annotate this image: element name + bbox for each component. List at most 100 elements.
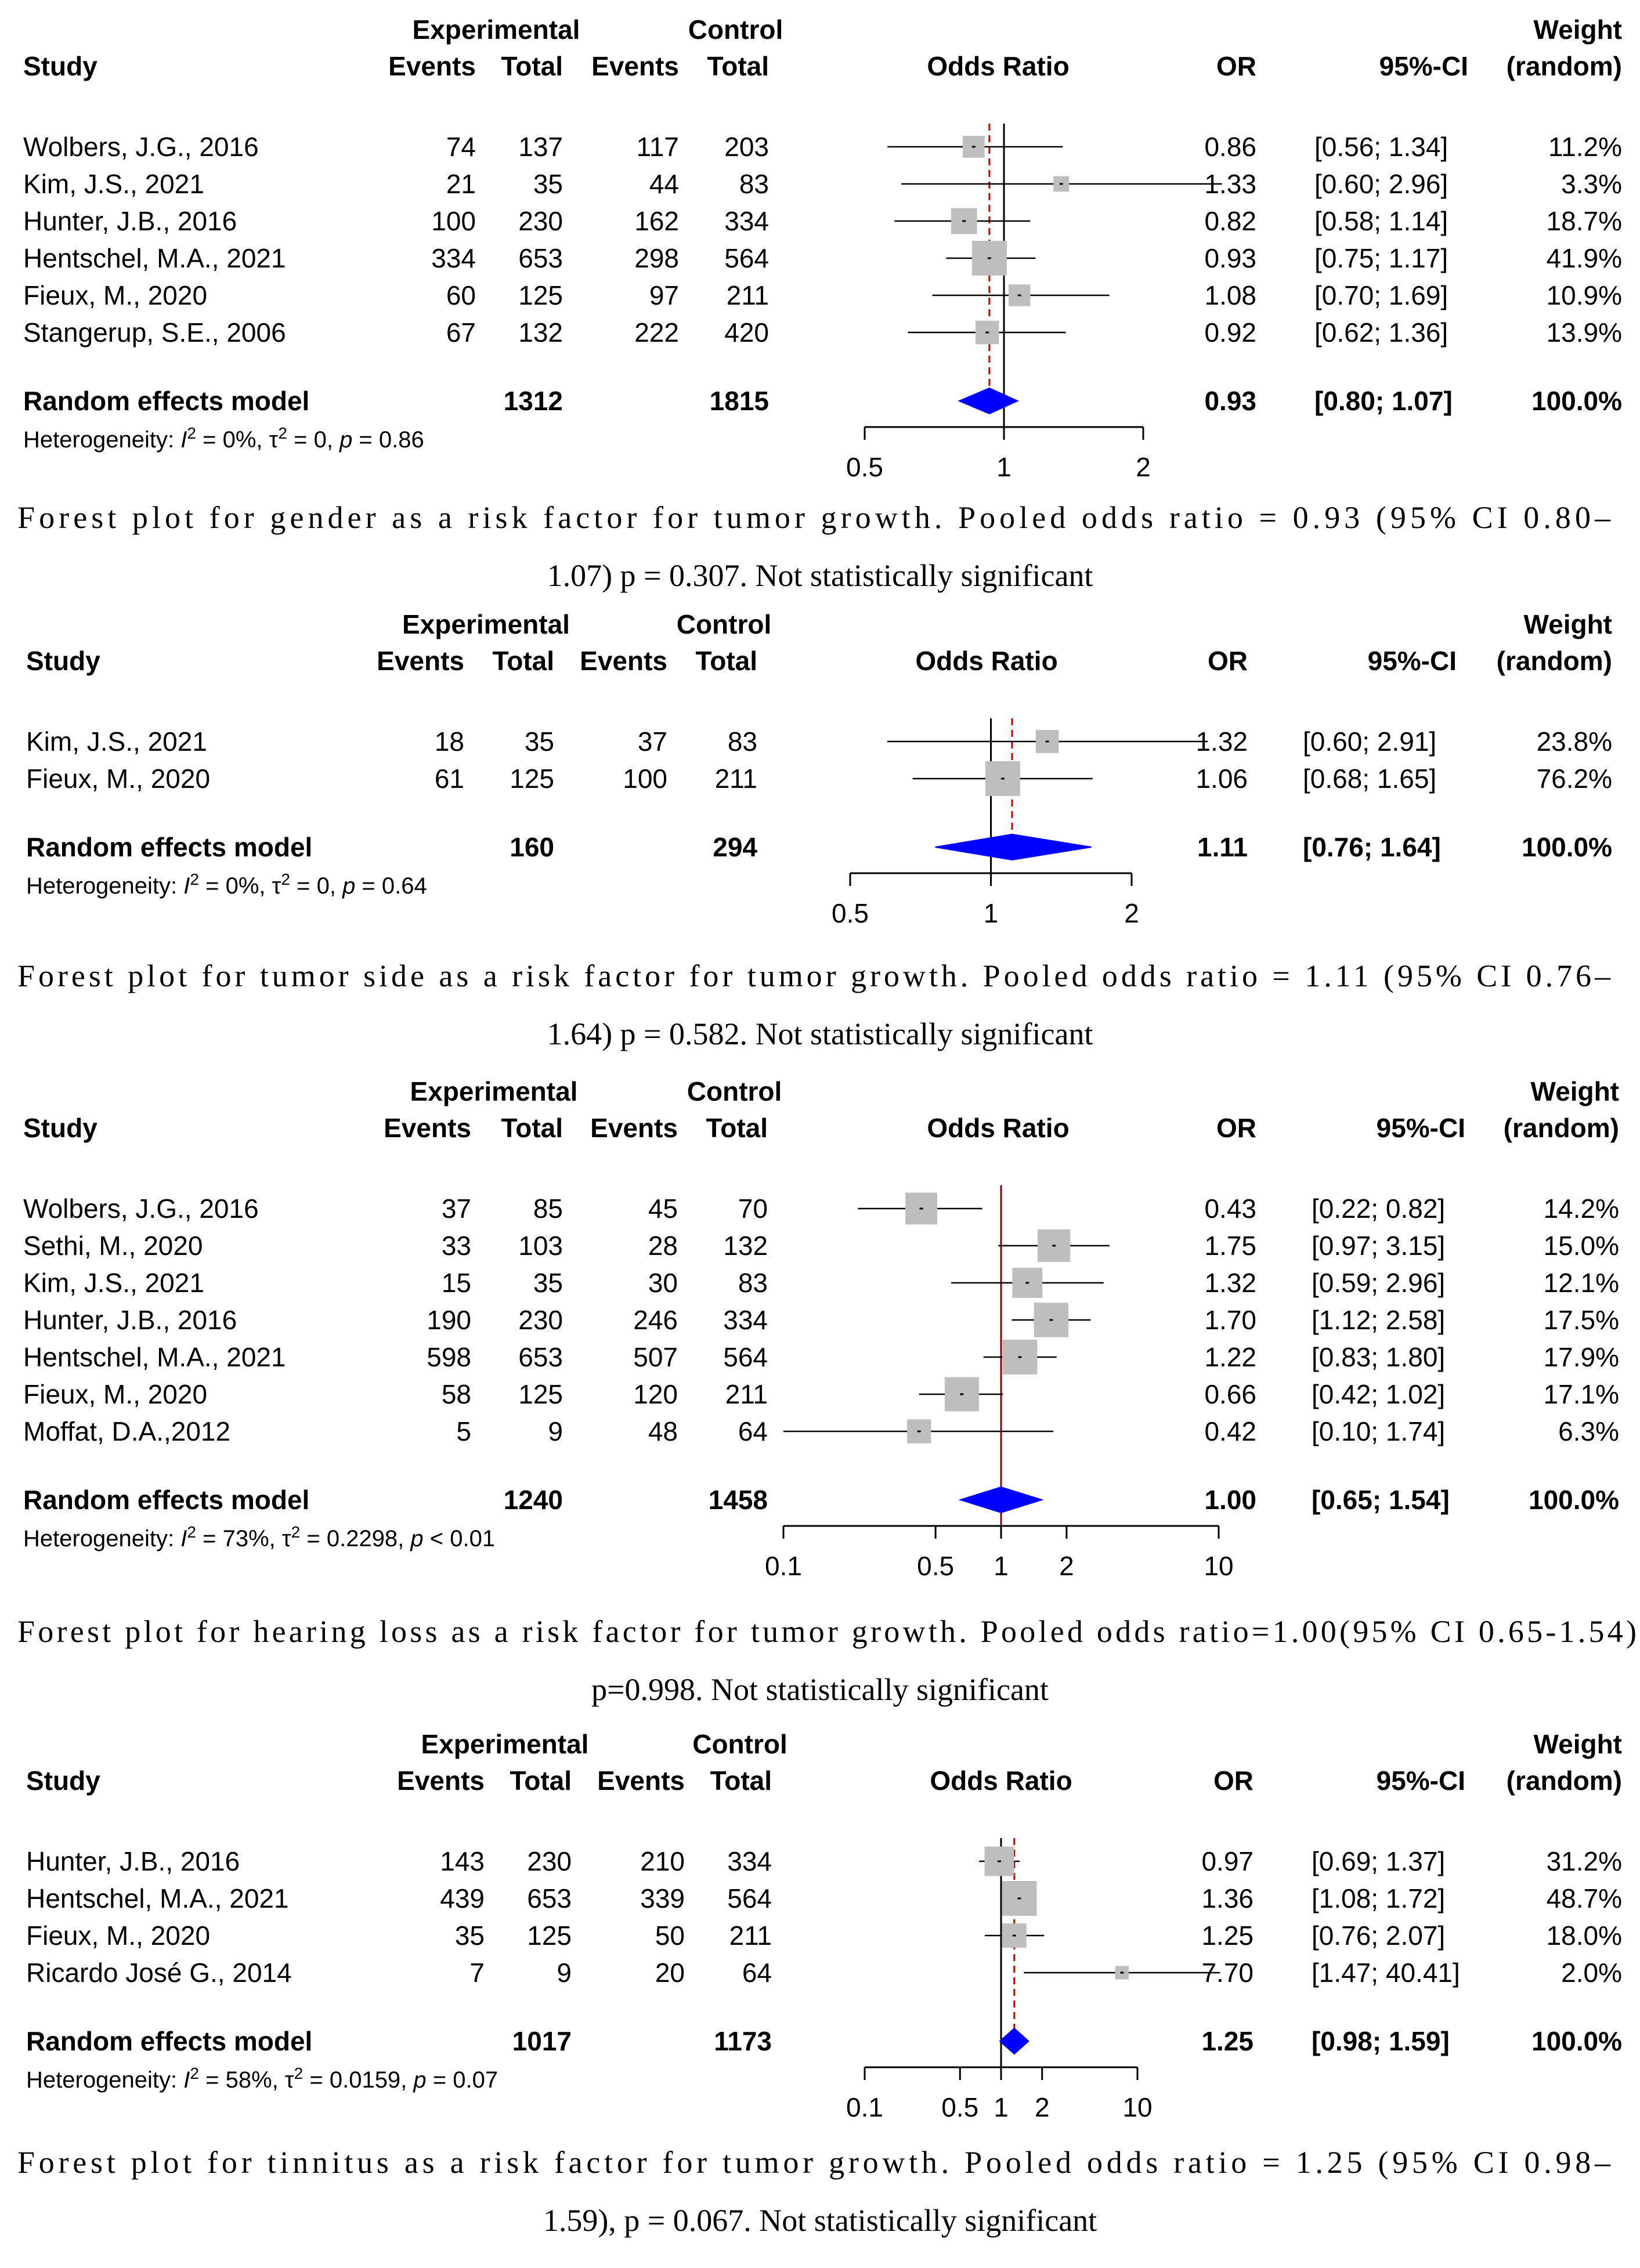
control-events: 28 — [648, 1231, 678, 1261]
or-value: 0.43 — [1204, 1193, 1256, 1224]
control-total: 211 — [715, 764, 757, 794]
experimental-total: 653 — [518, 243, 563, 273]
figure-caption: 1.59), p = 0.067. Not statistically sign… — [543, 2203, 1097, 2238]
pooled-or-value: 0.93 — [1204, 386, 1256, 416]
control-events: 117 — [637, 132, 679, 162]
weight-value: 15.0% — [1544, 1231, 1619, 1261]
control-total: 83 — [728, 726, 757, 757]
study-name: Hentschel, M.A., 2021 — [23, 1342, 286, 1372]
experimental-total: 125 — [518, 280, 563, 310]
study-name: Hunter, J.B., 2016 — [26, 1846, 240, 1876]
study-row: Fieux, M., 2020 61 125 100 211 1.06 [0.68; 1.6… — [26, 761, 1612, 796]
pooled-experimental-total: 1017 — [512, 2026, 572, 2056]
control-total: 420 — [724, 317, 769, 348]
or-value: 0.66 — [1204, 1379, 1256, 1409]
experimental-events: 18 — [435, 726, 464, 757]
experimental-header: Experimental — [410, 1076, 578, 1106]
weight-value: 12.1% — [1544, 1268, 1619, 1298]
weight-value: 18.7% — [1547, 206, 1622, 236]
experimental-total: 230 — [518, 206, 563, 236]
or-value: 0.86 — [1204, 132, 1256, 162]
control-events: 30 — [648, 1268, 678, 1298]
control-events: 339 — [640, 1883, 685, 1913]
control-events: 44 — [649, 169, 679, 199]
x-tick-label: 1 — [994, 1551, 1009, 1581]
or-value: 0.42 — [1204, 1416, 1256, 1446]
study-name: Moffat, D.A.,2012 — [23, 1416, 230, 1446]
x-tick-label: 2 — [1124, 898, 1139, 928]
control-total: 211 — [725, 1379, 768, 1409]
ci-value: [0.68; 1.65] — [1303, 764, 1436, 794]
pooled-label: Random effects model — [23, 386, 309, 416]
total-header: Total — [706, 1113, 768, 1143]
pooled-weight-value: 100.0% — [1529, 1485, 1619, 1515]
study-row: Fieux, M., 2020 58 125 120 211 0.66 [0.42; 1.0… — [23, 1377, 1619, 1412]
control-events: 50 — [655, 1920, 685, 1951]
or-value: 1.70 — [1204, 1305, 1256, 1335]
experimental-events: 7 — [469, 1958, 485, 1988]
control-events: 298 — [634, 243, 679, 273]
ci-value: [0.58; 1.14] — [1314, 206, 1448, 236]
odds-ratio-header: Odds Ratio — [930, 1766, 1072, 1796]
control-header: Control — [692, 1729, 788, 1759]
forest-plot-2: Experimental Control Weight Study Events Tota… — [17, 609, 1612, 1051]
control-total: 564 — [724, 243, 769, 273]
control-events: 210 — [640, 1846, 685, 1876]
x-tick-label: 0.1 — [846, 2092, 883, 2122]
study-name: Hentschel, M.A., 2021 — [26, 1883, 289, 1913]
control-total: 334 — [723, 1305, 768, 1335]
figure-caption: Forest plot for tinnitus as a risk facto… — [17, 2145, 1611, 2180]
forest-plot-1: Experimental Control Weight Study Events Tota… — [17, 15, 1622, 593]
experimental-events: 61 — [435, 764, 464, 794]
total-header: Total — [707, 51, 769, 81]
total-header: Total — [510, 1766, 572, 1796]
experimental-total: 35 — [525, 726, 554, 757]
pooled-label: Random effects model — [23, 1485, 309, 1515]
ci-header: 95%-CI — [1368, 646, 1457, 676]
events-header: Events — [384, 1113, 471, 1143]
ci-value: [0.22; 0.82] — [1312, 1193, 1445, 1224]
study-row: Hentschel, M.A., 2021 439 653 339 564 1.36 [1.… — [26, 1881, 1622, 1916]
total-header: Total — [493, 646, 554, 676]
pooled-experimental-total: 1240 — [504, 1485, 563, 1515]
experimental-events: 190 — [427, 1305, 471, 1335]
or-header: OR — [1213, 1766, 1254, 1796]
experimental-events: 58 — [442, 1379, 471, 1409]
study-name: Fieux, M., 2020 — [23, 1379, 207, 1409]
control-events: 37 — [638, 726, 667, 757]
control-events: 45 — [648, 1193, 678, 1224]
random-header: (random) — [1497, 646, 1612, 676]
x-tick-label: 0.5 — [917, 1551, 954, 1581]
experimental-events: 100 — [431, 206, 476, 236]
experimental-events: 67 — [446, 317, 476, 348]
total-header: Total — [696, 646, 757, 676]
experimental-total: 103 — [518, 1231, 563, 1261]
experimental-events: 143 — [440, 1846, 485, 1876]
ci-value: [1.12; 2.58] — [1312, 1305, 1445, 1335]
control-total: 83 — [738, 1268, 768, 1298]
control-total: 211 — [729, 1920, 772, 1951]
heterogeneity-text: Heterogeneity: I2 = 0%, τ2 = 0, p = 0.64 — [26, 870, 427, 899]
study-row: Moffat, D.A.,2012 5 9 48 64 0.42 [0.10; 1.74] 6… — [23, 1416, 1619, 1446]
figure-caption: 1.07) p = 0.307. Not statistically signi… — [547, 558, 1093, 593]
experimental-events: 21 — [446, 169, 476, 199]
experimental-events: 35 — [455, 1920, 485, 1951]
x-tick-label: 1 — [994, 2092, 1009, 2122]
ci-value: [0.83; 1.80] — [1312, 1342, 1445, 1372]
or-value: 0.82 — [1204, 206, 1256, 236]
study-row: Fieux, M., 2020 35 125 50 211 1.25 [0.76; 2.07… — [26, 1920, 1622, 1951]
total-header: Total — [501, 1113, 563, 1143]
experimental-header: Experimental — [413, 15, 580, 45]
control-header: Control — [688, 15, 783, 45]
x-tick-label: 2 — [1059, 1551, 1074, 1581]
random-header: (random) — [1507, 1766, 1622, 1796]
experimental-events: 5 — [456, 1416, 471, 1446]
study-row: Kim, J.S., 2021 15 35 30 83 1.32 [0.59; 2.96] 1… — [23, 1268, 1619, 1298]
experimental-events: 74 — [446, 132, 476, 162]
study-row: Fieux, M., 2020 60 125 97 211 1.08 [0.70; 1.69… — [23, 280, 1622, 310]
random-header: (random) — [1507, 51, 1622, 81]
figure-caption: 1.64) p = 0.582. Not statistically signi… — [547, 1017, 1093, 1051]
study-name: Wolbers, J.G., 2016 — [23, 132, 259, 162]
pooled-weight-value: 100.0% — [1531, 386, 1622, 416]
heterogeneity-text: Heterogeneity: I2 = 73%, τ2 = 0.2298, p … — [23, 1523, 495, 1552]
